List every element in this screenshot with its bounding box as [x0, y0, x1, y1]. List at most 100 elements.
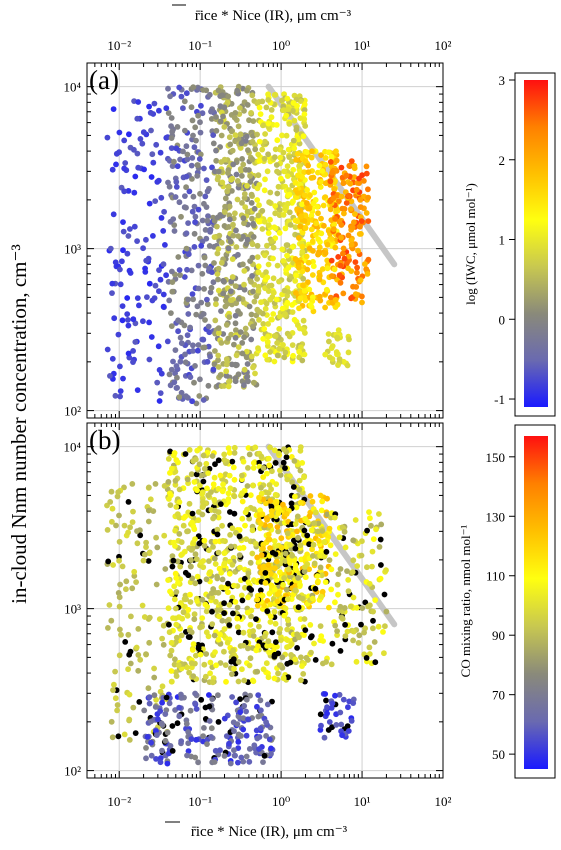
scatter-point	[237, 709, 244, 715]
scatter-point	[162, 737, 169, 744]
scatter-point	[266, 649, 272, 656]
scatter-point	[325, 227, 332, 234]
scatter-point	[305, 169, 312, 176]
scatter-point	[301, 351, 308, 358]
scatter-point	[221, 610, 228, 617]
scatter-point	[267, 613, 274, 620]
scatter-point	[172, 527, 179, 534]
scatter-point	[174, 720, 181, 727]
scatter-point	[350, 628, 357, 635]
scatter-point	[191, 616, 198, 623]
scatter-point	[237, 564, 243, 571]
scatter-point	[166, 629, 173, 636]
scatter-point	[229, 274, 236, 280]
scatter-point	[232, 283, 239, 290]
scatter-point	[140, 557, 147, 564]
scatter-point	[268, 238, 275, 245]
scatter-point	[293, 127, 300, 133]
scatter-point	[140, 129, 147, 136]
scatter-point	[244, 87, 250, 94]
scatter-point	[175, 662, 182, 669]
scatter-point	[301, 218, 308, 224]
scatter-point	[243, 708, 250, 715]
scatter-point	[248, 353, 255, 360]
scatter-point	[279, 305, 286, 312]
scatter-point	[295, 264, 302, 271]
scatter-point	[302, 123, 309, 129]
scatter-point	[210, 544, 216, 550]
scatter-point	[155, 177, 162, 184]
scatter-point	[313, 509, 319, 516]
scatter-point	[335, 327, 342, 333]
scatter-point	[280, 501, 286, 508]
scatter-point	[211, 234, 218, 241]
scatter-point	[231, 728, 237, 734]
scatter-point	[295, 575, 301, 581]
scatter-point	[254, 197, 261, 203]
scatter-point	[176, 713, 183, 720]
scatter-point	[308, 226, 315, 233]
colorbar-tick-label: 50	[492, 747, 505, 762]
scatter-point	[299, 229, 306, 236]
scatter-point	[319, 168, 326, 174]
scatter-point	[309, 498, 316, 505]
scatter-point	[348, 718, 355, 724]
scatter-point	[160, 622, 167, 629]
scatter-point	[264, 168, 271, 175]
scatter-point	[265, 455, 272, 462]
scatter-point	[260, 335, 267, 342]
scatter-point	[293, 504, 300, 511]
scatter-point	[142, 265, 149, 272]
scatter-point	[117, 581, 123, 588]
scatter-point	[156, 107, 162, 114]
scatter-point	[225, 245, 232, 252]
scatter-point	[235, 344, 242, 350]
scatter-point	[269, 629, 276, 636]
scatter-point	[210, 140, 217, 147]
scatter-point	[329, 640, 336, 647]
scatter-point	[165, 456, 172, 462]
scatter-point	[143, 257, 150, 264]
scatter-point	[284, 644, 290, 651]
scatter-point	[233, 227, 239, 234]
scatter-point	[215, 364, 222, 370]
scatter-point	[173, 605, 179, 612]
scatter-point	[318, 593, 324, 600]
scatter-point	[285, 674, 291, 681]
scatter-point	[340, 696, 347, 703]
scatter-point	[206, 718, 213, 724]
scatter-point	[263, 269, 269, 276]
scatter-point	[265, 261, 272, 268]
scatter-point	[108, 617, 115, 624]
scatter-point	[167, 448, 174, 455]
scatter-point	[118, 631, 124, 638]
scatter-point	[266, 283, 272, 289]
scatter-point	[216, 565, 223, 572]
scatter-point	[291, 117, 298, 124]
scatter-point	[295, 172, 301, 179]
scatter-point	[229, 147, 236, 154]
scatter-point	[247, 258, 254, 264]
scatter-point	[147, 496, 154, 503]
scatter-point	[284, 163, 291, 170]
scatter-point	[173, 673, 180, 679]
colorbar-tick-label: 150	[486, 450, 506, 465]
scatter-point	[282, 550, 289, 557]
scatter-point	[114, 702, 121, 708]
scatter-point	[272, 91, 279, 98]
scatter-point	[356, 632, 363, 639]
scatter-point	[230, 232, 237, 239]
scatter-point	[173, 504, 180, 510]
scatter-point	[153, 581, 160, 588]
scatter-point	[210, 481, 217, 488]
scatter-point	[182, 359, 189, 366]
scatter-point	[267, 619, 274, 625]
scatter-point	[230, 719, 237, 726]
scatter-point	[232, 312, 239, 319]
scatter-point	[178, 340, 185, 347]
scatter-point	[253, 647, 260, 654]
scatter-point	[293, 156, 299, 163]
scatter-point	[214, 271, 221, 277]
